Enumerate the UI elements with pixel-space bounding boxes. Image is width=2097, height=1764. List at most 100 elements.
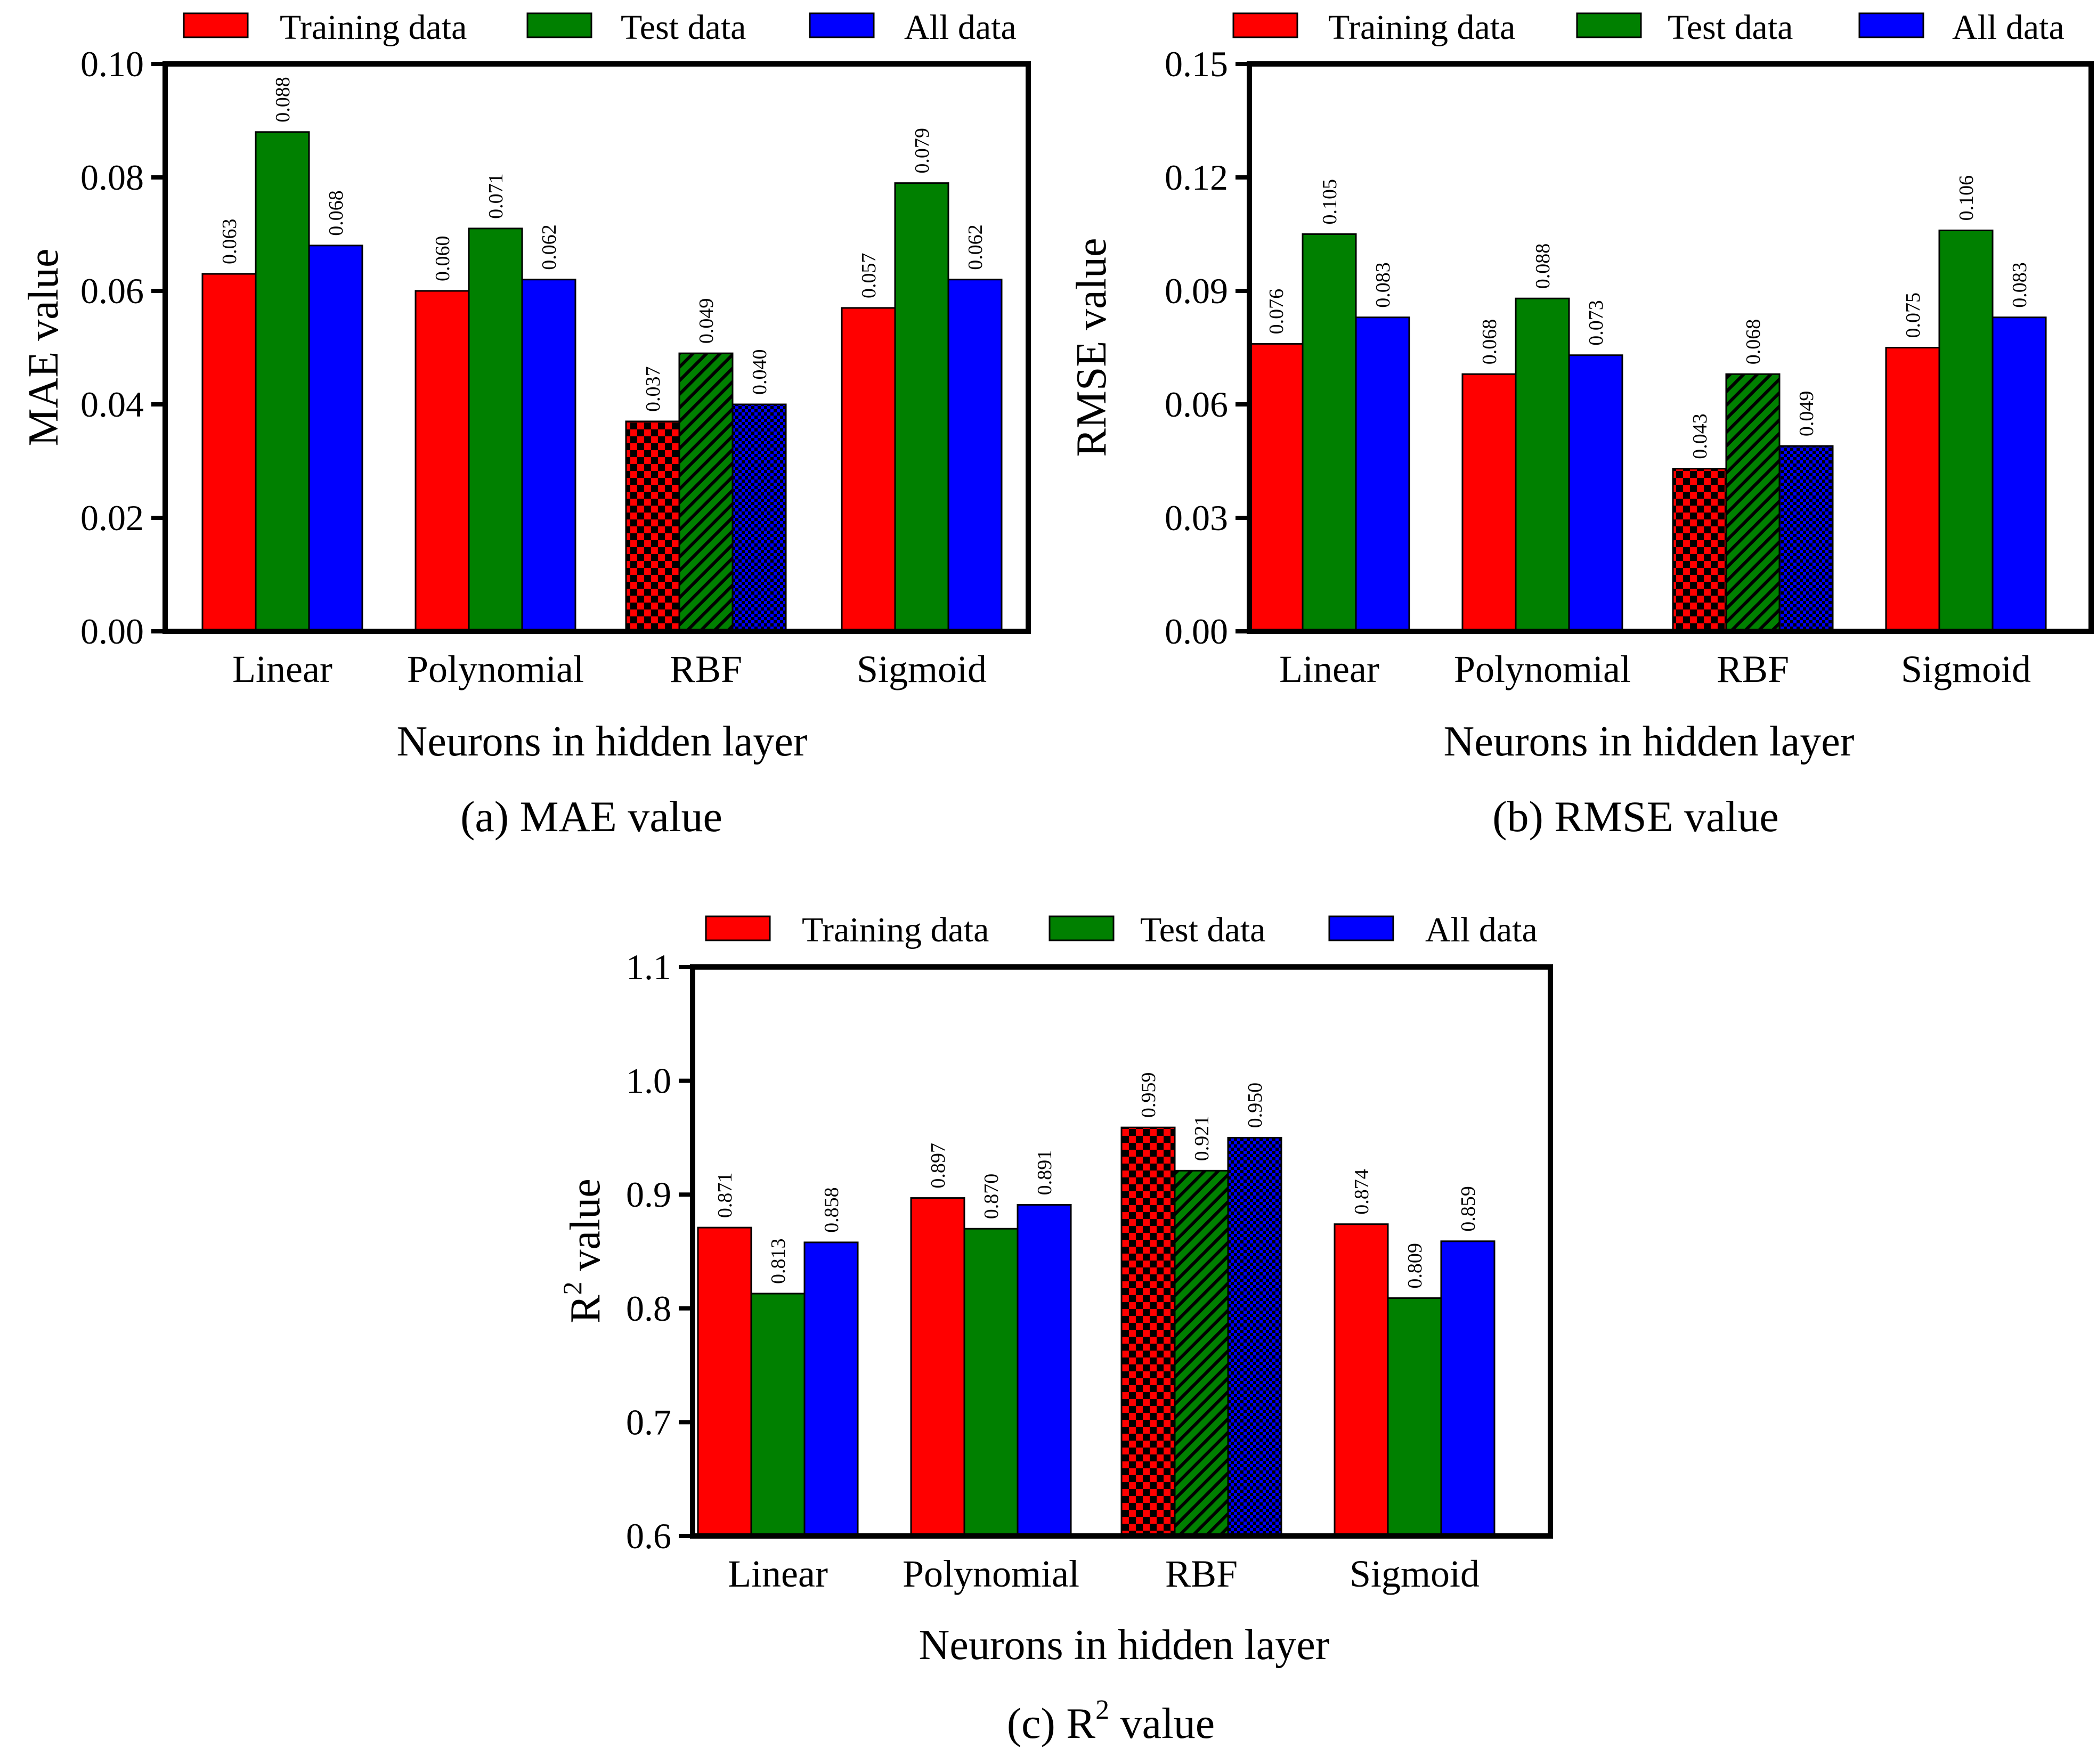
plot-area-mae: 0.00 0.02 0.04 0.06 0.08 0.10 0.063 0.088 0.068 L… bbox=[80, 44, 1003, 690]
y-axis-title-mae: MAE value bbox=[20, 248, 67, 446]
data-label-mae-sigmoid-test: 0.079 bbox=[911, 128, 933, 174]
plot-frame-r2 bbox=[690, 964, 1553, 1539]
y-tick-label-rmse: 0.00 bbox=[1165, 611, 1228, 652]
bar-r2-polynomial-training bbox=[910, 1197, 965, 1537]
bar-rmse-polynomial-test bbox=[1515, 297, 1570, 632]
legend-swatch-test-r2 bbox=[1048, 915, 1115, 941]
data-label-rmse-sigmoid-training: 0.075 bbox=[1902, 292, 1924, 338]
y-tick-label-r2: 1.0 bbox=[626, 1061, 671, 1101]
data-label-mae-linear-all: 0.068 bbox=[325, 190, 347, 236]
bar-r2-linear-test bbox=[750, 1292, 806, 1537]
data-label-r2-linear-training: 0.871 bbox=[714, 1173, 736, 1218]
bar-r2-linear-training bbox=[697, 1226, 752, 1537]
y-tick-label-mae: 0.06 bbox=[80, 271, 144, 311]
data-label-r2-polynomial-training: 0.897 bbox=[927, 1143, 949, 1189]
caption-r2-rest: value bbox=[1109, 1699, 1215, 1747]
legend-label-test-mae: Test data bbox=[621, 8, 746, 47]
bar-rmse-polynomial-training bbox=[1461, 373, 1517, 632]
plot-frame-mae bbox=[162, 61, 1031, 634]
legend-swatch-test-rmse bbox=[1576, 12, 1642, 38]
data-label-rmse-rbf-all: 0.049 bbox=[1795, 391, 1818, 437]
data-label-r2-linear-all: 0.858 bbox=[820, 1187, 843, 1233]
data-label-r2-rbf-training: 0.959 bbox=[1137, 1072, 1160, 1118]
data-label-rmse-linear-all: 0.083 bbox=[1372, 262, 1394, 308]
chart-r2: Training data Test data All data 0.60.70… bbox=[557, 911, 1553, 1747]
data-label-mae-rbf-test: 0.049 bbox=[695, 298, 718, 344]
y-tick-label-r2: 0.9 bbox=[626, 1174, 671, 1215]
y-tick-label-mae: 0.02 bbox=[80, 498, 144, 538]
x-category-label-r2-rbf: RBF bbox=[1165, 1552, 1238, 1595]
y-tick-label-rmse: 0.06 bbox=[1165, 384, 1228, 425]
data-label-rmse-sigmoid-test: 0.106 bbox=[1955, 175, 1978, 221]
bar-r2-sigmoid-training bbox=[1334, 1223, 1389, 1537]
bar-r2-rbf-training bbox=[1120, 1126, 1176, 1537]
data-label-rmse-polynomial-training: 0.068 bbox=[1478, 319, 1501, 365]
plot-area-r2: 0.6 0.7 0.8 0.9 1.0 1.1 0.871 0.813 0.858 Linear 0… bbox=[626, 947, 1495, 1595]
x-axis-title-mae: Neurons in hidden layer bbox=[397, 718, 808, 765]
data-label-r2-sigmoid-training: 0.874 bbox=[1351, 1169, 1373, 1215]
data-label-rmse-rbf-test: 0.068 bbox=[1742, 319, 1765, 365]
bar-mae-polynomial-training bbox=[414, 290, 470, 632]
chart-mae: Training data Test data All data 0.000.0… bbox=[20, 8, 1031, 841]
data-label-r2-polynomial-all: 0.891 bbox=[1034, 1150, 1056, 1196]
legend-label-all-rmse: All data bbox=[1952, 8, 2065, 47]
data-label-rmse-rbf-training: 0.043 bbox=[1689, 413, 1711, 459]
bar-mae-linear-training bbox=[201, 273, 257, 632]
bar-mae-sigmoid-all bbox=[947, 279, 1003, 632]
x-category-label-mae-rbf: RBF bbox=[670, 648, 742, 690]
bar-rmse-polynomial-all bbox=[1568, 354, 1623, 632]
x-axis-title-rmse: Neurons in hidden layer bbox=[1444, 718, 1855, 765]
bar-rmse-rbf-all bbox=[1778, 445, 1834, 632]
y-tick-label-mae: 0.10 bbox=[80, 44, 144, 84]
caption-r2: (c) R2 value bbox=[1007, 1695, 1215, 1747]
legend-label-all-r2: All data bbox=[1425, 911, 1538, 949]
y-tick-label-r2: 1.1 bbox=[626, 947, 671, 987]
bar-mae-sigmoid-test bbox=[894, 182, 949, 632]
legend-swatch-all-r2 bbox=[1328, 915, 1394, 941]
bar-mae-rbf-training bbox=[625, 420, 680, 632]
data-label-r2-rbf-all: 0.950 bbox=[1244, 1083, 1266, 1128]
bar-rmse-rbf-test bbox=[1725, 373, 1781, 632]
legend-rmse: Training data Test data All data bbox=[1232, 8, 2065, 47]
legend-swatch-all-mae bbox=[809, 12, 875, 38]
bar-r2-polynomial-test bbox=[963, 1228, 1019, 1537]
chart-rmse: Training data Test data All data 0.00 0.0… bbox=[1068, 8, 2094, 841]
data-label-mae-linear-training: 0.063 bbox=[218, 219, 241, 265]
data-label-rmse-linear-training: 0.076 bbox=[1265, 289, 1288, 335]
legend-swatch-test-mae bbox=[526, 12, 592, 38]
y-axis-title-r2: R2 value bbox=[557, 1178, 609, 1323]
data-label-r2-polynomial-test: 0.870 bbox=[980, 1174, 1003, 1220]
data-label-rmse-sigmoid-all: 0.083 bbox=[2009, 262, 2031, 308]
plot-area-rmse: 0.00 0.03 0.06 0.09 0.12 0.15 0.076 0.105 0.083 L… bbox=[1165, 44, 2047, 690]
y-axis-title-r2-r: R bbox=[562, 1295, 609, 1323]
caption-mae: (a) MAE value bbox=[460, 792, 722, 841]
x-category-label-rmse-rbf: RBF bbox=[1717, 648, 1789, 690]
data-label-rmse-polynomial-test: 0.088 bbox=[1532, 243, 1554, 289]
x-category-label-mae-sigmoid: Sigmoid bbox=[857, 648, 987, 690]
x-category-label-rmse-linear: Linear bbox=[1279, 648, 1379, 690]
y-tick-label-r2: 0.8 bbox=[626, 1288, 671, 1329]
y-tick-label-mae: 0.08 bbox=[80, 157, 144, 198]
y-tick-label-rmse: 0.15 bbox=[1165, 44, 1228, 84]
legend-swatch-training-r2 bbox=[705, 915, 771, 941]
bar-rmse-sigmoid-test bbox=[1938, 229, 1994, 632]
bar-r2-linear-all bbox=[803, 1241, 859, 1537]
y-axis-title-r2-rest: value bbox=[562, 1178, 609, 1281]
plot-frame-rmse bbox=[1247, 61, 2094, 634]
y-axis-title-rmse: RMSE value bbox=[1068, 238, 1115, 457]
x-category-label-mae-polynomial: Polynomial bbox=[407, 648, 584, 690]
x-category-label-r2-sigmoid: Sigmoid bbox=[1350, 1552, 1480, 1595]
y-tick-label-r2: 0.7 bbox=[626, 1402, 671, 1442]
legend-swatch-training-mae bbox=[183, 12, 249, 38]
bar-r2-sigmoid-all bbox=[1440, 1240, 1495, 1537]
data-label-mae-sigmoid-all: 0.062 bbox=[964, 224, 987, 270]
data-label-r2-sigmoid-test: 0.809 bbox=[1404, 1243, 1426, 1289]
data-label-r2-linear-test: 0.813 bbox=[767, 1239, 790, 1285]
y-tick-label-rmse: 0.09 bbox=[1165, 271, 1228, 311]
x-category-label-rmse-polynomial: Polynomial bbox=[1454, 648, 1631, 690]
data-label-mae-rbf-all: 0.040 bbox=[749, 349, 771, 395]
x-category-label-mae-linear: Linear bbox=[232, 648, 332, 690]
x-category-label-r2-linear: Linear bbox=[728, 1552, 828, 1595]
caption-r2-prefix: (c) R bbox=[1007, 1699, 1096, 1747]
legend-r2: Training data Test data All data bbox=[705, 911, 1538, 949]
